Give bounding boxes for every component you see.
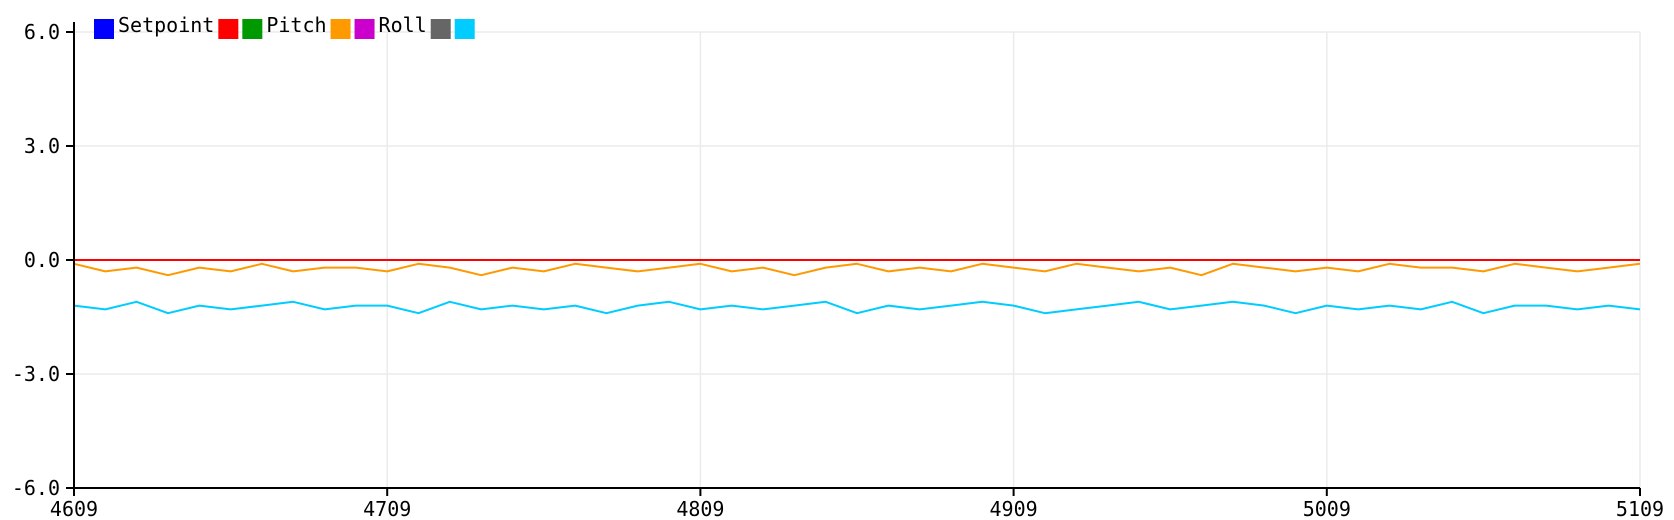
series-layer [73, 259, 1641, 315]
legend-swatch [330, 19, 351, 39]
y-tick-label: 0.0 [24, 248, 60, 272]
legend-swatch [242, 19, 263, 39]
x-tick-label: 4909 [990, 497, 1038, 520]
x-tick-label: 5009 [1303, 497, 1351, 520]
x-tick-label: 5109 [1616, 497, 1664, 520]
legend-label: Roll [379, 13, 427, 37]
y-tick-label: 3.0 [24, 134, 60, 158]
y-tick-label: -6.0 [12, 476, 60, 500]
y-tick-label: -3.0 [12, 362, 60, 386]
legend: Setpoint Pitch Roll [94, 13, 475, 39]
series-line [73, 262, 1641, 277]
y-tick-label: 6.0 [24, 20, 60, 44]
x-tick-label: 4709 [363, 497, 411, 520]
legend-label: Pitch [266, 13, 326, 37]
axes [66, 22, 1641, 496]
legend-swatch [454, 19, 475, 39]
series-line [73, 300, 1641, 315]
legend-swatch [218, 19, 239, 39]
legend-swatch [94, 19, 114, 39]
x-tick-label: 4809 [676, 497, 724, 520]
legend-swatch [354, 19, 375, 39]
x-tick-label: 4609 [50, 497, 98, 520]
legend-swatch [430, 19, 451, 39]
legend-label: Setpoint [118, 13, 214, 37]
